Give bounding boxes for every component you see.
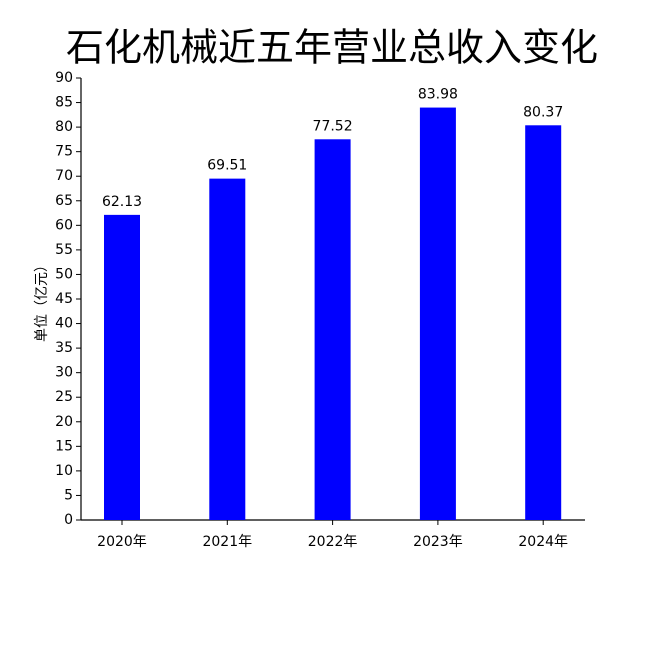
y-tick-label: 35 [55, 340, 73, 356]
y-axis-label: 单位（亿元） [34, 258, 50, 342]
y-tick-label: 90 [55, 70, 73, 86]
y-tick-label: 65 [55, 193, 73, 209]
value-label: 69.51 [207, 158, 247, 174]
y-tick-label: 20 [55, 414, 73, 430]
value-label: 80.37 [523, 104, 563, 120]
y-tick-label: 45 [55, 291, 73, 307]
bar [525, 125, 562, 520]
y-tick-label: 5 [64, 487, 73, 503]
x-tick-label: 2020年 [97, 534, 147, 550]
y-tick-label: 70 [55, 168, 73, 184]
x-tick-label: 2022年 [308, 534, 358, 550]
bar [209, 178, 246, 520]
value-label: 83.98 [418, 87, 458, 103]
y-tick-label: 40 [55, 316, 73, 332]
y-tick-label: 85 [55, 95, 73, 111]
chart-title: 石化机械近五年营业总收入变化 [66, 26, 598, 70]
y-tick-label: 0 [64, 512, 73, 528]
y-tick-label: 10 [55, 463, 73, 479]
y-tick-label: 60 [55, 217, 73, 233]
y-tick-label: 50 [55, 266, 73, 282]
bar [314, 139, 351, 521]
y-tick-label: 75 [55, 144, 73, 160]
y-tick-label: 80 [55, 119, 73, 135]
value-label: 62.13 [102, 194, 142, 210]
x-tick-label: 2024年 [518, 534, 568, 550]
y-tick-label: 30 [55, 365, 73, 381]
y-tick-label: 15 [55, 438, 73, 454]
y-tick-label: 55 [55, 242, 73, 258]
bar [419, 107, 456, 521]
x-tick-label: 2021年 [202, 534, 252, 550]
value-label: 77.52 [313, 118, 353, 134]
x-tick-label: 2023年 [413, 534, 463, 550]
bar [104, 214, 140, 520]
y-tick-label: 25 [55, 389, 73, 405]
